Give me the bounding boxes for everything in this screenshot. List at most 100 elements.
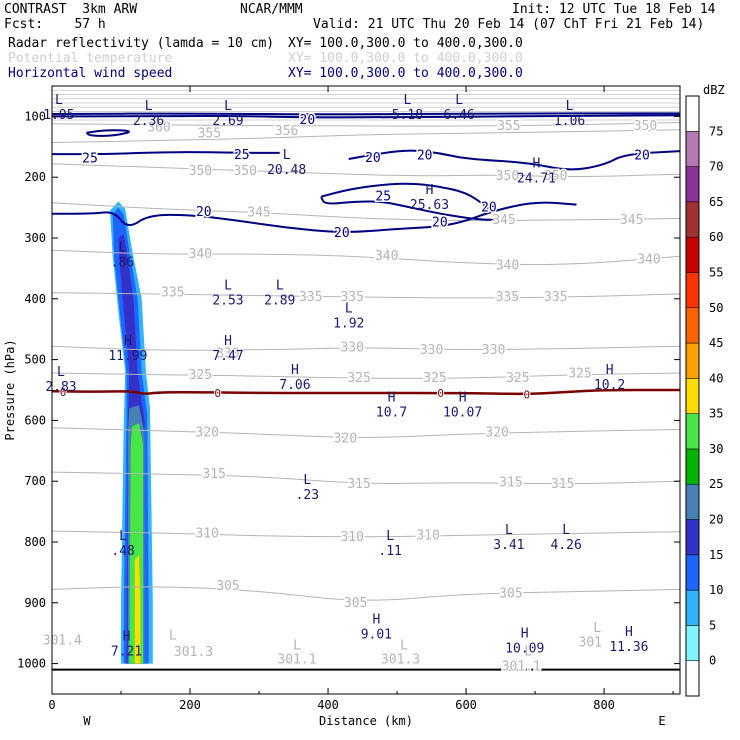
hl-marker-value: 7.47 — [212, 349, 243, 364]
colorbar-swatch — [685, 660, 700, 697]
colorbar-swatch — [685, 342, 700, 379]
hl-marker-value: .11 — [378, 544, 401, 559]
y-tick-label: 600 — [24, 413, 46, 427]
theta-label: 301.1 — [502, 660, 541, 675]
colorbar-swatch — [685, 131, 700, 167]
hl-marker-letter: L — [118, 240, 126, 255]
hl-marker-value: 24.71 — [517, 171, 556, 186]
wind-label: 20 — [300, 113, 316, 128]
theta-label: 335 — [161, 286, 184, 301]
theta-label: 350 — [634, 119, 657, 134]
x-end-label-east: E — [658, 714, 665, 728]
hl-marker-letter: L — [345, 302, 353, 317]
theta-label: 350 — [189, 164, 212, 179]
theta-label: 325 — [506, 371, 529, 386]
wind-label: 25 — [82, 152, 98, 167]
theta-label: 330 — [420, 343, 443, 358]
colorbar-tick-label: 0 — [709, 654, 716, 668]
hl-marker-letter: L — [55, 93, 63, 108]
freezing-level-contour — [51, 388, 680, 396]
wind-label: 20 — [365, 151, 381, 166]
high-low-markers: L1.95L2.36L2.69L5.18L6.46L1.06L20.48H25.… — [43, 93, 648, 659]
theta-label: 350 — [544, 169, 567, 184]
theta-label: 330 — [340, 340, 363, 355]
surface-low-label: L — [293, 639, 301, 654]
x-tick-label: 600 — [455, 698, 477, 712]
hl-marker-value: 6.46 — [444, 108, 475, 123]
y-tick-label: 100 — [24, 109, 46, 123]
wind-speed-contours — [51, 112, 681, 233]
theta-contour — [51, 586, 681, 601]
theta-label: 320 — [485, 426, 508, 441]
surface-low-label: L — [524, 645, 532, 660]
freezing-label: 0 — [523, 388, 530, 401]
colorbar-tick-label: 35 — [709, 407, 723, 421]
theta-contour — [51, 122, 681, 127]
colorbar-swatch — [685, 236, 700, 273]
hl-marker-value: .48 — [111, 544, 134, 559]
y-tick-label: 400 — [24, 292, 46, 306]
hl-marker-letter: H — [459, 390, 467, 405]
surface-low-label: L — [593, 621, 601, 636]
hl-marker-letter: L — [403, 93, 411, 108]
theta-label: 305 — [344, 596, 367, 611]
theta-label: 360 — [147, 120, 170, 135]
x-tick-label: 200 — [179, 698, 201, 712]
theta-contour — [51, 427, 681, 438]
hl-marker-value: 20.48 — [267, 163, 306, 178]
hl-marker-value: 10.07 — [443, 405, 482, 420]
y-tick-label: 800 — [24, 535, 46, 549]
hl-marker-letter: L — [224, 279, 232, 294]
theta-label: 310 — [196, 526, 219, 541]
theta-label: 335 — [340, 290, 363, 305]
hl-marker-letter: L — [224, 99, 232, 114]
colorbar-swatch — [685, 448, 700, 485]
hl-marker-value: 4.26 — [550, 538, 581, 553]
init-time: Init: 12 UTC Tue 18 Feb 14 — [512, 2, 716, 17]
colorbar-tick-label: 60 — [709, 230, 723, 244]
hl-marker-value: 25.63 — [410, 198, 449, 213]
colorbar-swatch — [685, 625, 700, 661]
hl-marker-letter: L — [455, 93, 463, 108]
hl-marker-letter: H — [291, 363, 299, 378]
theta-contour — [51, 163, 681, 178]
theta-label: 335 — [299, 290, 322, 305]
field-name-theta: Potential temperature — [8, 51, 173, 66]
hl-marker-value: 7.21 — [111, 644, 142, 659]
colorbar-swatch — [685, 201, 700, 238]
theta-label: 301.3 — [174, 645, 213, 660]
wind-label: 20 — [432, 216, 448, 231]
hl-marker-letter: H — [124, 334, 132, 349]
colorbar-tick-label: 55 — [709, 265, 723, 279]
colorbar-tick-label: 40 — [709, 371, 723, 385]
colorbar: 0 5 10 15 20 25 30 35 40 45 50 55 60 65 70 75 dBZ — [685, 83, 725, 697]
hl-marker-letter: H — [123, 629, 131, 644]
hl-marker-value: 11.99 — [108, 349, 147, 364]
field-name-reflectivity: Radar reflectivity (lamda = 10 cm) — [8, 36, 275, 51]
theta-label: 330 — [482, 343, 505, 358]
hl-marker-letter: L — [57, 365, 65, 380]
wind-label: 20 — [196, 205, 212, 220]
hl-marker-value: 1.95 — [43, 108, 74, 123]
colorbar-tick-label: 10 — [709, 583, 723, 597]
hl-marker-letter: L — [386, 529, 394, 544]
colorbar-tick-label: 45 — [709, 336, 723, 350]
theta-label: 305 — [216, 579, 239, 594]
hl-marker-value: 2.36 — [133, 114, 164, 129]
x-tick-label: 0 — [48, 698, 55, 712]
wind-contour — [320, 182, 498, 221]
field-xy-wind: XY= 100.0,300.0 to 400.0,300.0 — [288, 66, 523, 81]
hl-marker-letter: L — [276, 279, 284, 294]
theta-label: 340 — [375, 249, 398, 264]
theta-label: 355 — [198, 126, 221, 141]
colorbar-tick-label: 75 — [709, 124, 723, 138]
colorbar-swatch — [685, 95, 700, 132]
y-tick-label: 500 — [24, 353, 46, 367]
theta-label: 335 — [544, 290, 567, 305]
wind-contour — [348, 149, 681, 171]
theta-label: 310 — [416, 528, 439, 543]
theta-contour — [51, 292, 681, 299]
colorbar-tick-label: 30 — [709, 442, 723, 456]
hl-marker-letter: L — [566, 99, 574, 114]
